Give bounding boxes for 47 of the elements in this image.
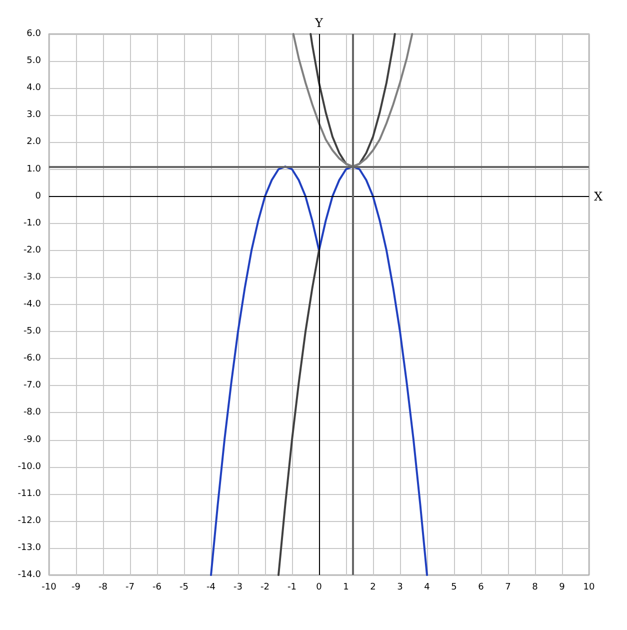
y-tick-label: -14.0 bbox=[18, 570, 42, 580]
y-tick-label: -6.0 bbox=[23, 354, 42, 364]
x-tick-label: -3 bbox=[234, 582, 242, 592]
y-tick-label: -5.0 bbox=[23, 326, 42, 337]
x-axis-title: X bbox=[594, 189, 603, 204]
y-tick-label: 1.0 bbox=[26, 164, 42, 174]
y-tick-label: -12.0 bbox=[18, 516, 42, 526]
y-tick-label: 0 bbox=[35, 191, 42, 202]
x-tick-label: 8 bbox=[532, 582, 538, 592]
y-tick-label: 2.0 bbox=[26, 137, 42, 148]
x-tick-label: 9 bbox=[559, 582, 566, 592]
x-tick-label: 5 bbox=[451, 582, 457, 592]
x-tick-label: -5 bbox=[180, 582, 188, 592]
line-series bbox=[292, 33, 414, 168]
x-tick-label: 1 bbox=[343, 582, 349, 592]
x-tick-label: -4 bbox=[206, 582, 216, 592]
x-tick-label: 4 bbox=[424, 582, 430, 592]
y-tick-label: -2.0 bbox=[23, 245, 42, 256]
x-tick-label: -1 bbox=[288, 582, 296, 592]
x-tick-label: -8 bbox=[98, 582, 108, 592]
x-tick-label: 2 bbox=[370, 582, 376, 592]
y-tick-label: -8.0 bbox=[23, 408, 42, 418]
y-tick-label: -11.0 bbox=[18, 488, 42, 499]
y-tick-label: 6.0 bbox=[26, 29, 42, 39]
y-tick-label: -13.0 bbox=[18, 542, 42, 553]
x-tick-label: 6 bbox=[478, 582, 484, 592]
y-tick-label: -10.0 bbox=[18, 462, 42, 472]
y-tick-label: 5.0 bbox=[26, 56, 42, 66]
x-tick-label: -2 bbox=[260, 582, 270, 592]
x-tick-label: 3 bbox=[397, 582, 403, 592]
line-series bbox=[210, 166, 428, 576]
x-tick-label: 7 bbox=[505, 582, 511, 592]
y-tick-label: -4.0 bbox=[23, 300, 42, 310]
y-tick-label: 3.0 bbox=[26, 110, 42, 120]
x-tick-label: -9 bbox=[72, 582, 81, 592]
x-tick-label: -6 bbox=[152, 582, 162, 592]
x-tick-label: -10 bbox=[42, 582, 57, 592]
y-tick-label: -7.0 bbox=[23, 380, 42, 391]
x-tick-label: 0 bbox=[316, 582, 322, 592]
x-tick-label: -7 bbox=[126, 582, 134, 592]
y-tick-label: -3.0 bbox=[23, 272, 42, 282]
line-series bbox=[278, 249, 320, 576]
y-tick-label: -9.0 bbox=[23, 434, 42, 445]
y-tick-label: -1.0 bbox=[23, 218, 42, 228]
y-tick-label: 4.0 bbox=[26, 83, 42, 94]
y-axis-title: Y bbox=[314, 16, 324, 30]
x-tick-label: 10 bbox=[583, 582, 595, 592]
